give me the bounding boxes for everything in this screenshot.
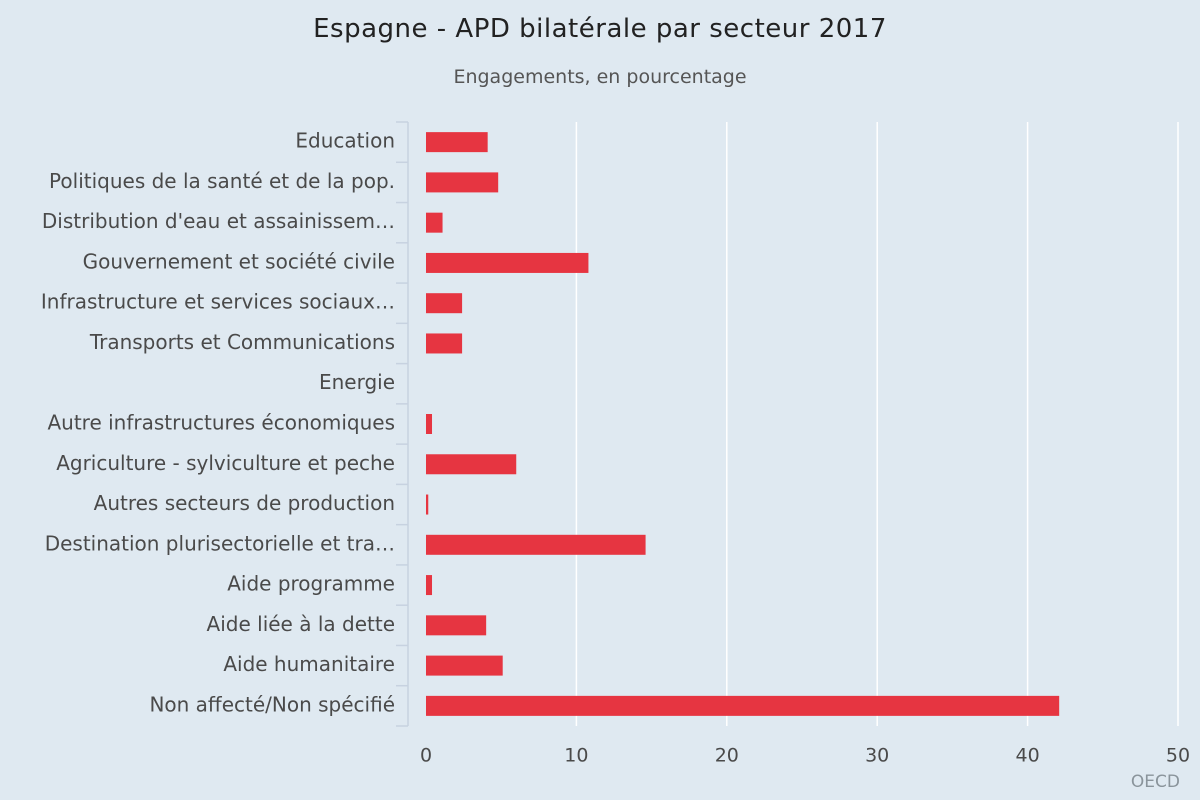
category-label: Autres secteurs de production: [94, 491, 395, 515]
x-tick-label: 40: [1016, 745, 1040, 767]
category-label: Gouvernement et société civile: [83, 249, 395, 273]
x-tick-label: 20: [715, 745, 739, 767]
chart-subtitle: Engagements, en pourcentage: [453, 66, 747, 88]
category-label: Destination plurisectorielle et tra…: [45, 531, 395, 555]
category-label: Non affecté/Non spécifié: [149, 692, 395, 716]
bar: [426, 454, 517, 475]
x-tick-label: 30: [865, 745, 889, 767]
category-label: Education: [295, 129, 395, 153]
x-tick-label: 0: [420, 745, 432, 767]
category-label: Transports et Communications: [89, 330, 395, 354]
bar: [426, 252, 589, 273]
x-tick-label: 10: [564, 745, 588, 767]
category-label: Aide programme: [227, 572, 395, 596]
bar: [426, 494, 429, 515]
bar: [426, 534, 646, 555]
category-label: Politiques de la santé et de la pop.: [49, 169, 395, 193]
source-label: OECD: [1130, 772, 1180, 792]
category-label: Distribution d'eau et assainissem…: [42, 209, 395, 233]
bar: [426, 293, 463, 314]
category-label: Aide humanitaire: [223, 652, 395, 676]
category-label: Energie: [319, 370, 395, 394]
category-label: Aide liée à la dette: [207, 612, 395, 636]
bar: [426, 333, 463, 354]
x-tick-label: 50: [1166, 745, 1190, 767]
bar: [426, 695, 1060, 716]
category-label: Agriculture - sylviculture et peche: [56, 451, 395, 475]
bar: [426, 132, 488, 153]
bar: [426, 655, 503, 676]
category-label: Autre infrastructures économiques: [47, 411, 395, 435]
bar: [426, 615, 487, 636]
bar: [426, 172, 499, 193]
chart-title: Espagne - APD bilatérale par secteur 201…: [313, 14, 887, 44]
bar: [426, 414, 433, 434]
bar: [426, 575, 433, 596]
bar: [426, 212, 443, 233]
category-label: Infrastructure et services sociaux…: [41, 290, 395, 314]
